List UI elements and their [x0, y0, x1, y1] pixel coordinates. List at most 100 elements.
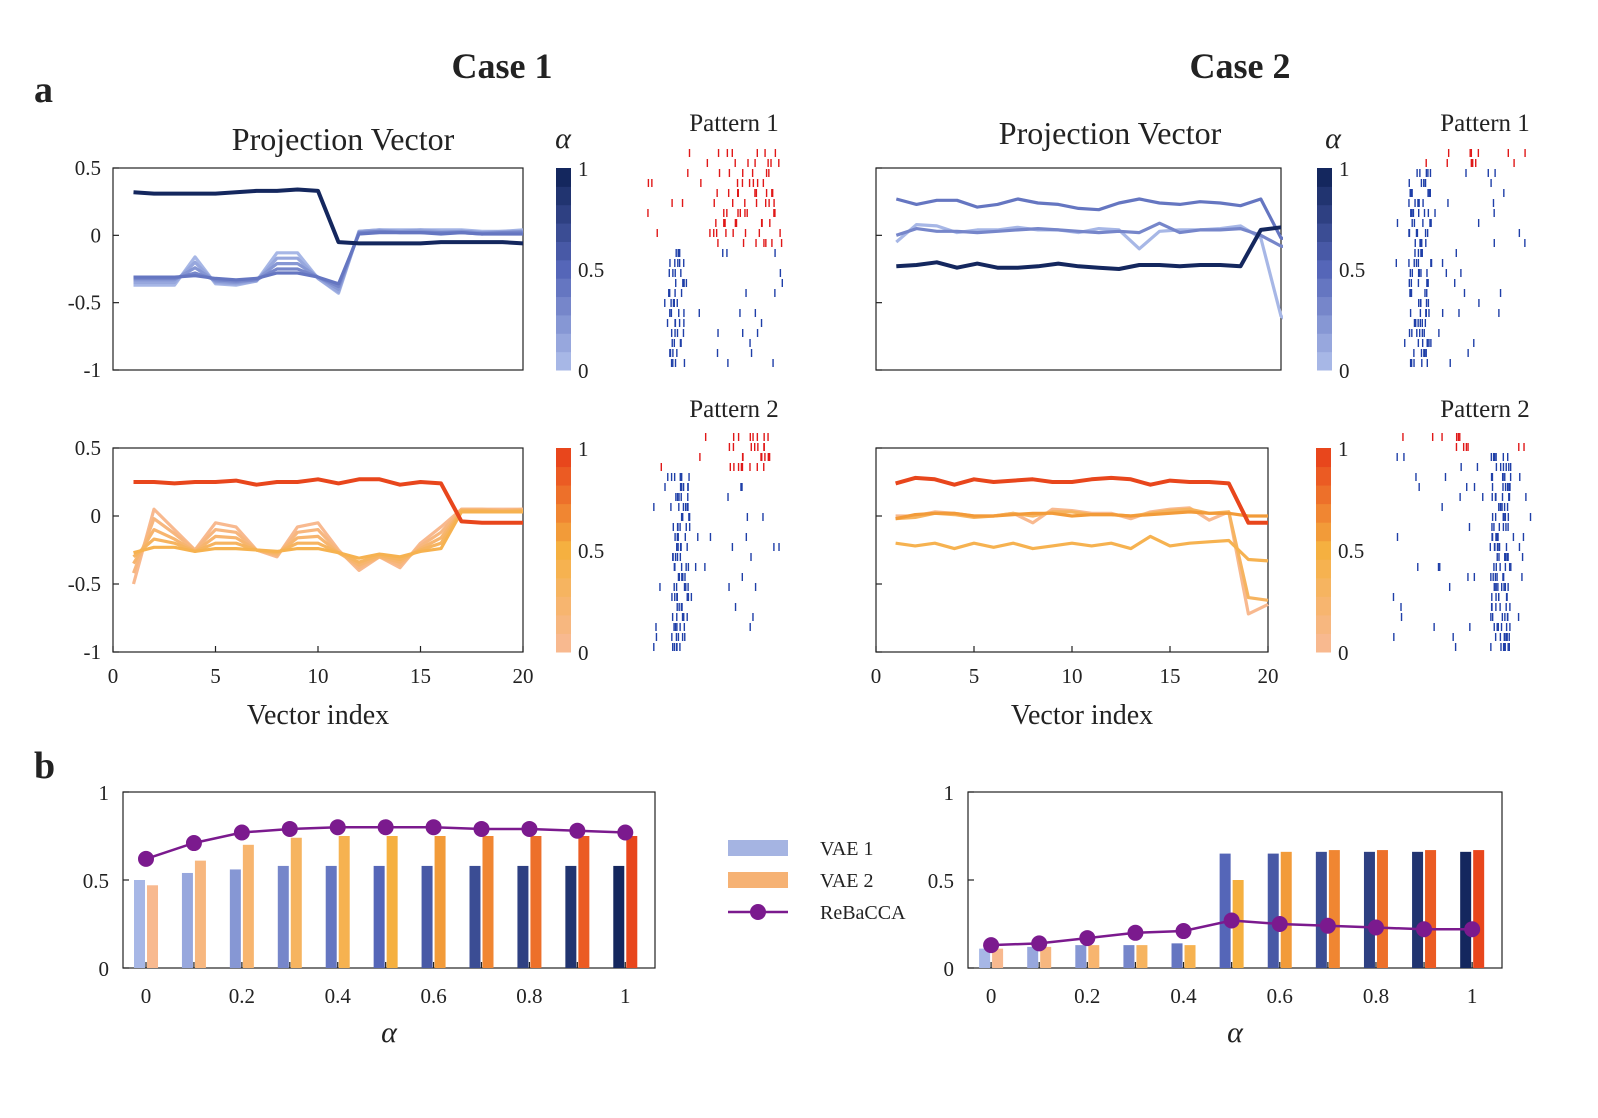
case2-pattern1-projection-colorbar-seg	[1317, 168, 1332, 187]
case2-comparison-rebacca-point	[1319, 917, 1336, 934]
case2-comparison-rebacca-point	[1223, 912, 1240, 929]
case1-pattern1-projection-series-line	[133, 231, 523, 286]
case2-pattern2-projection-colorbar-seg	[1316, 577, 1331, 597]
case1-pattern1-projection-colorbar-tick: 0.5	[578, 258, 604, 282]
legend: VAE 1 VAE 2 ReBaCCA	[728, 838, 906, 924]
case2-pattern1-projection-colorbar-seg	[1317, 241, 1332, 261]
case1-comparison-bar-vae2	[530, 836, 542, 968]
case2-pattern2-projection-colorbar-tick: 0.5	[1338, 539, 1364, 563]
case1-comparison-bar-vae1	[469, 865, 481, 968]
legend-vae1-swatch	[728, 840, 788, 856]
case2-pattern2-projection-series-line	[895, 510, 1268, 521]
case1-pattern2-projection-colorbar-seg	[556, 596, 571, 616]
case1-comparison-bar-vae1	[613, 865, 625, 968]
case1-comparison-bar-vae1	[421, 865, 433, 968]
case2-pattern1-projection-colorbar-seg	[1317, 186, 1332, 206]
case2-comparison-bar-vae1	[1315, 851, 1327, 968]
case1-comparison-xtick-label: 0.4	[325, 984, 352, 1008]
case1-comparison-bar-vae2	[626, 836, 638, 968]
case2-comparison-ytick-label: 0.5	[928, 869, 954, 893]
case2-comparison-rebacca-point	[1127, 924, 1144, 941]
case2-pattern1-projection: 00.51	[875, 157, 1365, 383]
case1-pattern2-projection-colorbar-tick: 0	[578, 641, 589, 665]
case2-title: Case 2	[1190, 46, 1291, 86]
case1-pattern2-projection-colorbar-seg	[556, 559, 571, 579]
case1-comparison-bar-vae2	[386, 836, 398, 968]
case2-comparison-rebacca-point	[1271, 916, 1288, 932]
case1-comparison-rebacca-point	[138, 850, 155, 867]
case2-pattern2-projection-xtick-label: 0	[871, 664, 882, 688]
case2-pattern2-projection-xtick-label: 20	[1258, 664, 1279, 688]
case2-pattern2-projection-xtick-label: 10	[1062, 664, 1083, 688]
case1-comparison-bar-vae2	[290, 837, 302, 968]
case1-comparison-bar-vae1	[517, 865, 529, 968]
case2-pattern2-projection-colorbar-tick: 1	[1338, 437, 1349, 461]
case1-pattern1-projection-colorbar-seg	[556, 241, 571, 261]
case1-comparison-ytick-label: 0.5	[83, 869, 109, 893]
case2-comparison-bar-vae2	[992, 948, 1004, 968]
case2-pattern2-projection-series-line	[895, 534, 1269, 563]
case1-pattern2-projection-series-line	[133, 477, 523, 525]
case1-pattern1-projection-colorbar-seg	[556, 333, 571, 353]
case1-comparison-rebacca-point	[281, 820, 298, 837]
case2-pattern1-projection-colorbar-seg	[1317, 351, 1332, 371]
case1-pattern1-projection-colorbar-seg	[556, 351, 571, 371]
case2-comparison-bar-vae2	[1280, 851, 1292, 968]
case2-pattern1-projection-series-line	[895, 223, 1283, 320]
case2-comparison-bar-vae2	[1425, 850, 1437, 968]
case2-comparison-bar-vae2	[1088, 945, 1100, 968]
case2-comparison-rebacca-point	[1175, 923, 1192, 940]
case2-comparison-bar-vae1	[1123, 945, 1135, 968]
case1-comparison-rebacca-point	[185, 835, 202, 852]
case2-pattern1-projection-colorbar-seg	[1317, 296, 1332, 316]
legend-rebacca-marker	[750, 904, 766, 920]
case2-comparison-xtick-label: 0	[986, 984, 997, 1008]
case1-pattern2-raster	[653, 433, 780, 651]
case1-pattern1-projection-ytick-label: -0.5	[68, 291, 101, 315]
case2-comparison-bar-vae2	[1040, 946, 1052, 968]
case2-comparison-bar-vae1	[1219, 853, 1231, 968]
case1-pattern1-projection-colorbar-tick: 1	[578, 157, 589, 181]
case2-pattern2-projection-colorbar-seg	[1316, 448, 1331, 468]
case2-comparison-bar-vae1	[1363, 851, 1375, 968]
case2-pattern2-projection-xtick-label: 15	[1160, 664, 1181, 688]
case2-comparison-bar-vae2	[1473, 850, 1485, 968]
case1-pattern2-projection-colorbar-tick: 0.5	[578, 539, 604, 563]
panel-b-label: b	[34, 745, 55, 787]
case1-pattern1-projection-colorbar-seg	[556, 186, 571, 206]
case1-comparison-bar-vae1	[229, 869, 241, 968]
legend-vae2-swatch	[728, 872, 788, 888]
case1-comparison-rebacca-point	[569, 822, 586, 839]
case1-comparison-rebacca-point	[521, 820, 538, 837]
case1-pattern2-projection-colorbar-seg	[556, 448, 571, 468]
case1-comparison-rebacca-point	[377, 819, 394, 836]
case2-comparison-bar-vae1	[1267, 853, 1279, 968]
case2-pattern1-projection-colorbar-seg	[1317, 278, 1332, 298]
case1-pattern2-projection-xtick-label: 10	[308, 664, 329, 688]
case2-pattern2-projection-series-line	[895, 507, 1269, 602]
case1-colorbar-alpha: α	[555, 122, 572, 155]
case1-comparison-ytick-label: 1	[99, 781, 110, 805]
case2-xaxis-label: Vector index	[1011, 700, 1153, 731]
case1-pattern1-projection-colorbar-seg	[556, 259, 571, 279]
case2-colorbar-alpha: α	[1325, 122, 1342, 155]
case2-comparison-bar-vae1	[1171, 943, 1183, 968]
case2-pattern1-projection-colorbar-seg	[1317, 204, 1332, 224]
case1-comparison-bar-vae2	[338, 836, 350, 968]
legend-rebacca-label: ReBaCCA	[820, 902, 906, 924]
case1-comparison-xtick-label: 0	[141, 984, 152, 1008]
case2-comparison-bar-vae2	[1328, 850, 1340, 968]
case2-comparison-rebacca-point	[1464, 921, 1481, 938]
case2-pattern1-projection-colorbar-seg	[1317, 259, 1332, 279]
case1-pattern2-projection-colorbar-seg	[556, 633, 571, 653]
case2-comparison-bar-vae1	[1075, 945, 1087, 968]
case2-pattern2-raster	[1392, 433, 1532, 651]
case2-comparison: 0 0.5 1 0 0.2 0.4 0.6 0.8 1 α	[928, 781, 1503, 1049]
case2-pattern2-projection-colorbar-seg	[1316, 522, 1331, 542]
case1-comparison-bar-vae1	[134, 880, 146, 968]
case2-pattern1-projection-series-line	[895, 221, 1283, 248]
case1-comparison-rebacca-point	[329, 819, 346, 836]
case1-pattern2-projection-xtick-label: 15	[410, 664, 431, 688]
case1-pattern2-projection-series-line	[132, 507, 524, 574]
